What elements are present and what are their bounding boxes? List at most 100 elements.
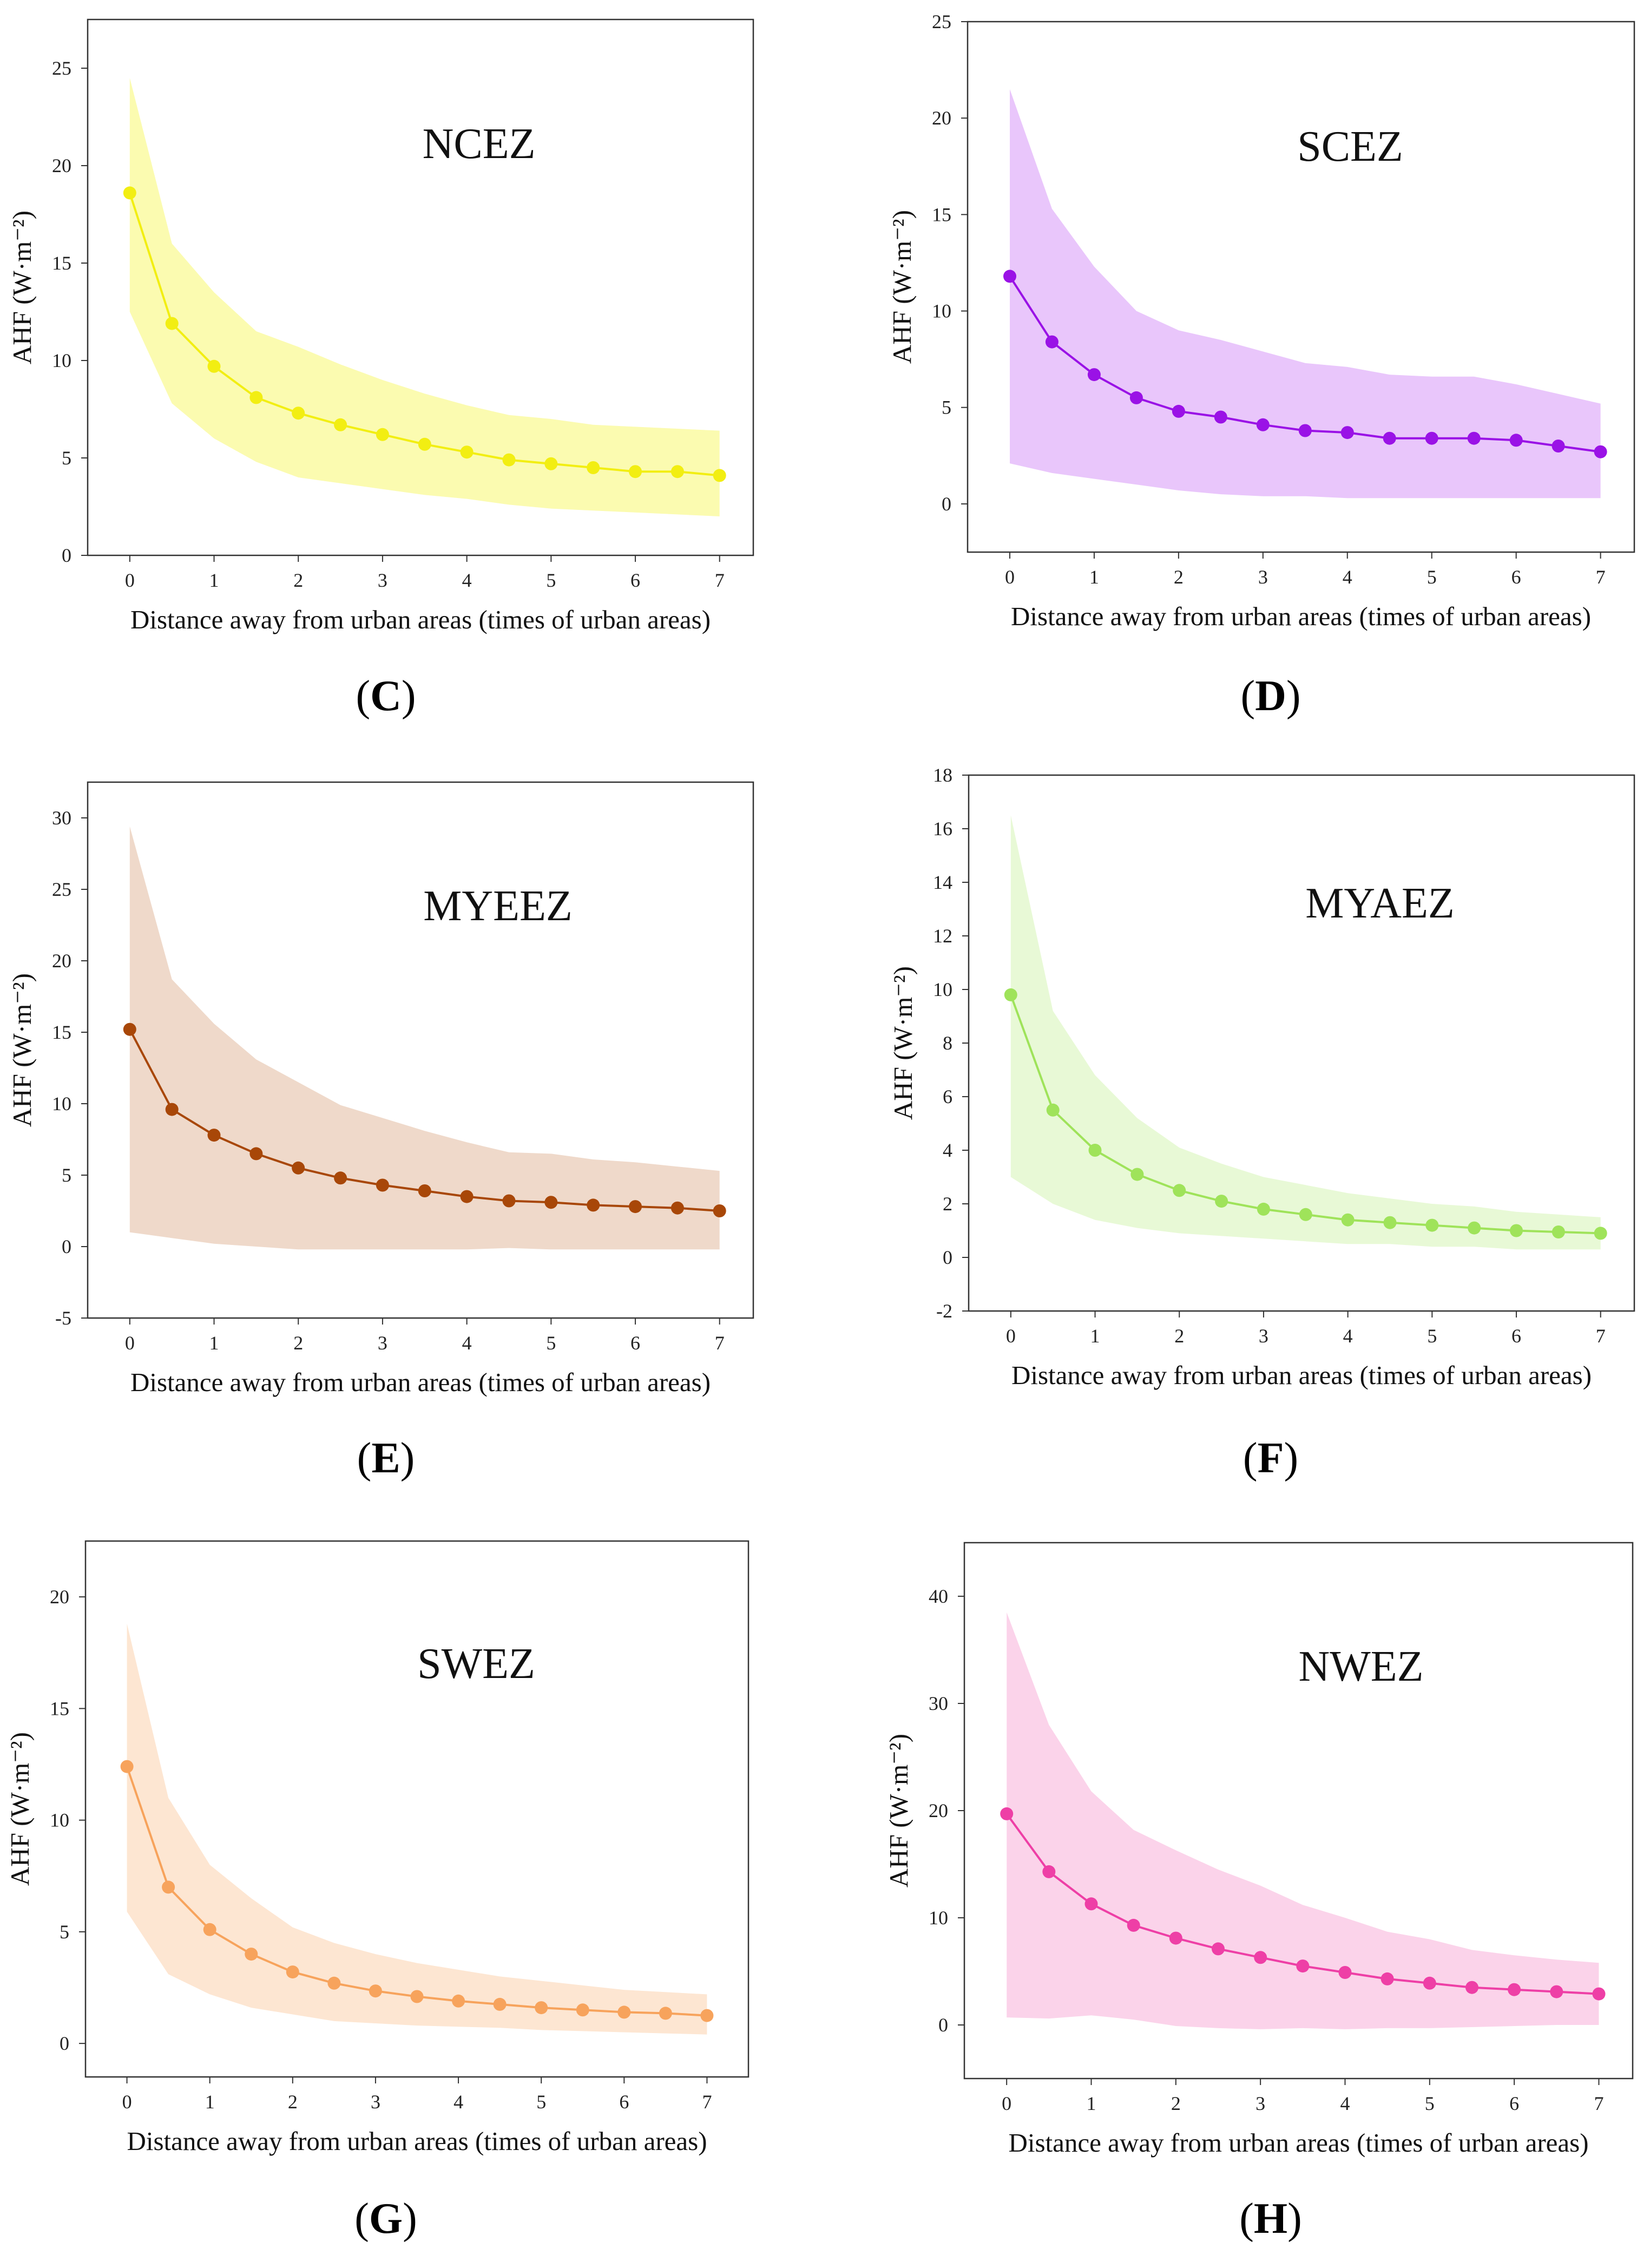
y-tick-label: 0 xyxy=(60,2033,69,2054)
x-tick-label: 6 xyxy=(630,569,640,591)
x-axis-label: Distance away from urban areas (times of… xyxy=(130,1367,711,1397)
data-point xyxy=(1214,410,1227,424)
data-point xyxy=(376,1178,389,1192)
x-tick-label: 2 xyxy=(1174,1325,1184,1347)
data-point xyxy=(1552,1225,1565,1238)
data-point xyxy=(1552,440,1565,453)
data-point xyxy=(286,1965,299,1979)
y-tick-label: 20 xyxy=(52,155,71,176)
y-tick-label: 0 xyxy=(62,1236,71,1257)
panel-caption: (C) xyxy=(356,672,416,720)
plot-frame xyxy=(87,18,754,556)
panel-caption: (H) xyxy=(1239,2195,1302,2243)
panel-caption: (F) xyxy=(1243,1434,1298,1482)
x-tick-label: 3 xyxy=(1258,566,1268,588)
data-point xyxy=(418,437,431,451)
data-point xyxy=(123,186,136,200)
data-point xyxy=(292,1161,305,1175)
data-point xyxy=(1042,1865,1056,1878)
plot-frame xyxy=(967,21,1635,553)
data-point xyxy=(1257,1202,1270,1216)
panel-title: NWEZ xyxy=(1298,1643,1423,1690)
data-point xyxy=(334,418,347,431)
y-tick-label: 5 xyxy=(60,1921,69,1943)
data-point xyxy=(617,2005,631,2019)
x-tick-label: 1 xyxy=(1090,1325,1100,1347)
x-tick-label: 7 xyxy=(702,2091,712,2113)
x-tick-label: 7 xyxy=(715,569,725,591)
data-point xyxy=(1212,1942,1225,1956)
data-point xyxy=(452,1994,465,2008)
data-point xyxy=(1129,391,1143,404)
panel-caption: (E) xyxy=(357,1434,415,1482)
y-tick-label: 10 xyxy=(52,1093,71,1115)
y-tick-label: 8 xyxy=(943,1032,952,1054)
y-tick-label: 6 xyxy=(943,1086,952,1107)
uncertainty-band xyxy=(1010,89,1601,499)
y-tick-label: 10 xyxy=(50,1810,69,1831)
y-tick-label: 20 xyxy=(932,107,951,129)
data-point xyxy=(410,1990,424,2003)
x-tick-label: 3 xyxy=(1259,1325,1268,1347)
x-tick-label: 6 xyxy=(1511,1325,1521,1347)
data-point xyxy=(1299,1208,1312,1221)
data-point xyxy=(713,469,726,482)
y-tick-label: 14 xyxy=(933,871,952,893)
y-tick-label: 5 xyxy=(942,397,951,418)
data-point xyxy=(1169,1931,1182,1945)
x-tick-label: 1 xyxy=(1086,2093,1096,2114)
uncertainty-band xyxy=(1007,1612,1599,2029)
x-axis-label: Distance away from urban areas (times of… xyxy=(130,605,711,634)
x-tick-label: 2 xyxy=(1174,566,1184,588)
y-axis-label: AHF (W·m⁻²) xyxy=(7,211,37,364)
y-tick-label: 10 xyxy=(929,1907,948,1929)
x-axis-label: Distance away from urban areas (times of… xyxy=(1008,2128,1588,2158)
data-point xyxy=(1004,988,1017,1001)
data-point xyxy=(659,2007,672,2020)
x-tick-label: 5 xyxy=(1427,566,1437,588)
x-tick-label: 0 xyxy=(125,1332,135,1354)
uncertainty-band xyxy=(1010,815,1601,1250)
data-point xyxy=(700,2009,714,2022)
x-tick-label: 4 xyxy=(462,1332,472,1354)
data-point xyxy=(1341,1213,1355,1227)
uncertainty-band xyxy=(129,826,720,1250)
panel-title: SCEZ xyxy=(1297,123,1403,171)
x-tick-label: 4 xyxy=(1343,566,1352,588)
data-point xyxy=(502,1194,516,1208)
y-tick-label: 20 xyxy=(52,950,71,972)
data-point xyxy=(165,317,179,330)
data-point xyxy=(334,1171,347,1185)
x-tick-label: 1 xyxy=(209,1332,219,1354)
data-point xyxy=(292,407,305,420)
x-tick-label: 6 xyxy=(630,1332,640,1354)
data-point xyxy=(460,1190,474,1203)
y-tick-label: 5 xyxy=(62,1164,71,1186)
y-tick-label: 10 xyxy=(932,300,951,322)
y-axis-label: AHF (W·m⁻²) xyxy=(884,1734,913,1887)
data-point xyxy=(207,1129,221,1142)
data-point xyxy=(1088,1144,1102,1157)
x-axis-label: Distance away from urban areas (times of… xyxy=(127,2126,707,2156)
y-tick-label: 30 xyxy=(52,807,71,829)
x-tick-label: 0 xyxy=(1006,1325,1016,1347)
chart-panel-g: 0 5 10 15 20 0 1 2 3 4 5 6 7 Distance away from urban… xyxy=(5,1540,750,2243)
x-tick-label: 4 xyxy=(1340,2093,1350,2114)
data-point xyxy=(1467,431,1481,445)
y-tick-label: 12 xyxy=(933,925,952,947)
x-tick-label: 4 xyxy=(462,569,472,591)
x-tick-label: 7 xyxy=(1594,2093,1603,2114)
y-tick-label: 25 xyxy=(932,11,951,32)
data-point xyxy=(1340,426,1354,440)
data-point xyxy=(713,1204,726,1217)
data-point xyxy=(369,1984,382,1998)
data-point xyxy=(1594,1227,1607,1240)
data-point xyxy=(1130,1168,1144,1181)
data-point xyxy=(670,1201,684,1215)
x-tick-label: 2 xyxy=(1171,2093,1181,2114)
data-point xyxy=(203,1923,216,1936)
plot-frame xyxy=(87,781,754,1319)
data-point xyxy=(1508,1983,1521,1996)
